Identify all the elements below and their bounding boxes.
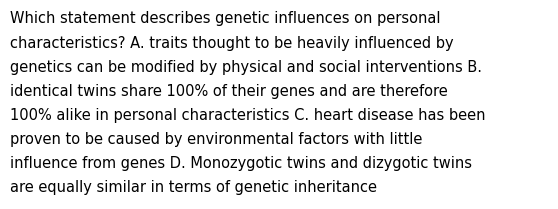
Text: characteristics? A. traits thought to be heavily influenced by: characteristics? A. traits thought to be… xyxy=(10,36,454,51)
Text: genetics can be modified by physical and social interventions B.: genetics can be modified by physical and… xyxy=(10,60,482,75)
Text: influence from genes D. Monozygotic twins and dizygotic twins: influence from genes D. Monozygotic twin… xyxy=(10,156,472,171)
Text: are equally similar in terms of genetic inheritance: are equally similar in terms of genetic … xyxy=(10,180,377,195)
Text: proven to be caused by environmental factors with little: proven to be caused by environmental fac… xyxy=(10,132,422,147)
Text: Which statement describes genetic influences on personal: Which statement describes genetic influe… xyxy=(10,11,441,27)
Text: 100% alike in personal characteristics C. heart disease has been: 100% alike in personal characteristics C… xyxy=(10,108,485,123)
Text: identical twins share 100% of their genes and are therefore: identical twins share 100% of their gene… xyxy=(10,84,448,99)
